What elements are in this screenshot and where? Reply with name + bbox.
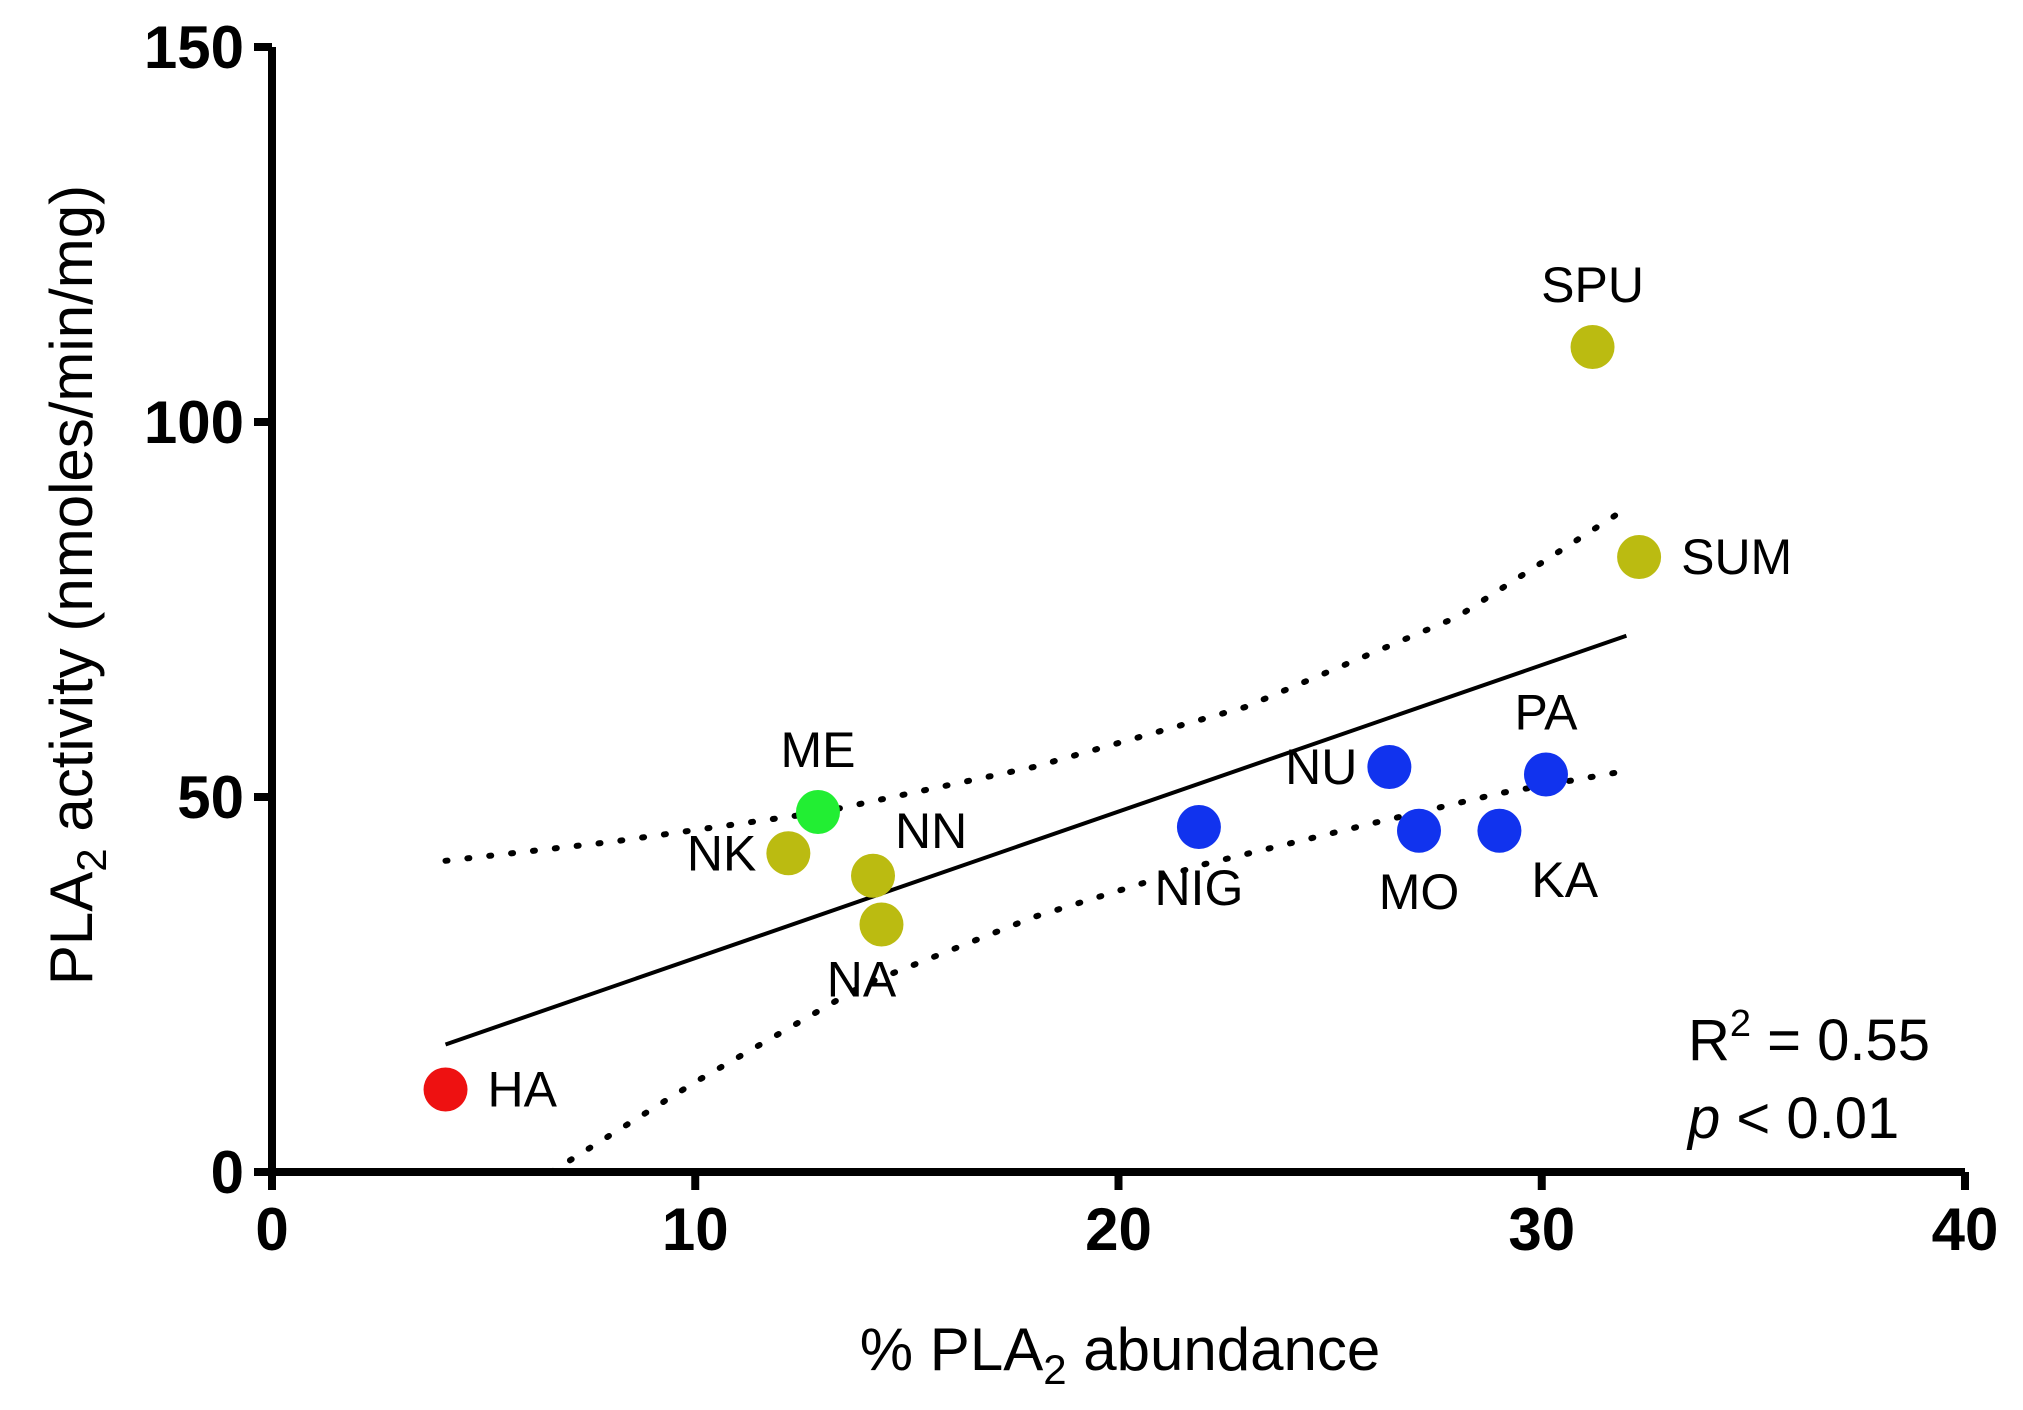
ci-upper-line: [442, 505, 1630, 864]
point-label-na: NA: [827, 952, 897, 1008]
x-tick-label: 0: [255, 1196, 288, 1263]
y-tick-label: 50: [177, 764, 244, 831]
point-label-ha: HA: [488, 1062, 558, 1118]
y-tick-label: 100: [144, 389, 244, 456]
point-label-sum: SUM: [1681, 529, 1792, 585]
x-tick-label: 40: [1932, 1196, 1999, 1263]
point-nu: [1367, 745, 1412, 789]
p-value-annotation: p < 0.01: [1686, 1086, 1899, 1151]
x-tick-label: 20: [1085, 1196, 1152, 1263]
x-tick-label: 30: [1508, 1196, 1575, 1263]
point-sum: [1617, 535, 1662, 579]
point-ka: [1477, 808, 1522, 853]
point-ha: [423, 1067, 468, 1112]
x-axis-title: % PLA2 abundance: [860, 1316, 1380, 1393]
regression-line: [444, 633, 1628, 1047]
plot-lines: [442, 505, 1630, 1175]
point-me: [795, 790, 840, 834]
point-label-nn: NN: [895, 803, 967, 859]
y-axis-title: PLA2 activity (nmoles/min/mg): [38, 185, 115, 985]
point-mo: [1397, 808, 1442, 853]
data-points: [423, 325, 1662, 1112]
point-nig: [1176, 805, 1221, 849]
r-squared-annotation: R2 = 0.55: [1688, 1003, 1930, 1073]
axes: 0 10 20 30 40 0 50 100 150: [144, 14, 1998, 1263]
point-labels: HA ME NK NN NA NIG NU MO KA PA SPU SUM: [488, 257, 1793, 1118]
point-na: [859, 902, 904, 947]
y-tick-label: 150: [144, 14, 244, 81]
point-pa: [1523, 752, 1568, 797]
point-nk: [766, 831, 811, 876]
point-label-ka: KA: [1531, 852, 1598, 908]
point-label-spu: SPU: [1541, 257, 1644, 313]
y-tick-label: 0: [211, 1139, 244, 1206]
point-label-me: ME: [780, 722, 855, 778]
ci-lower-line: [548, 767, 1630, 1175]
point-label-nk: NK: [687, 825, 756, 881]
point-spu: [1570, 325, 1615, 369]
point-label-nu: NU: [1285, 739, 1357, 795]
point-label-nig: NIG: [1154, 860, 1243, 916]
point-label-pa: PA: [1514, 685, 1578, 741]
x-tick-label: 10: [662, 1196, 729, 1263]
point-label-mo: MO: [1379, 864, 1460, 920]
point-nn: [851, 853, 896, 898]
